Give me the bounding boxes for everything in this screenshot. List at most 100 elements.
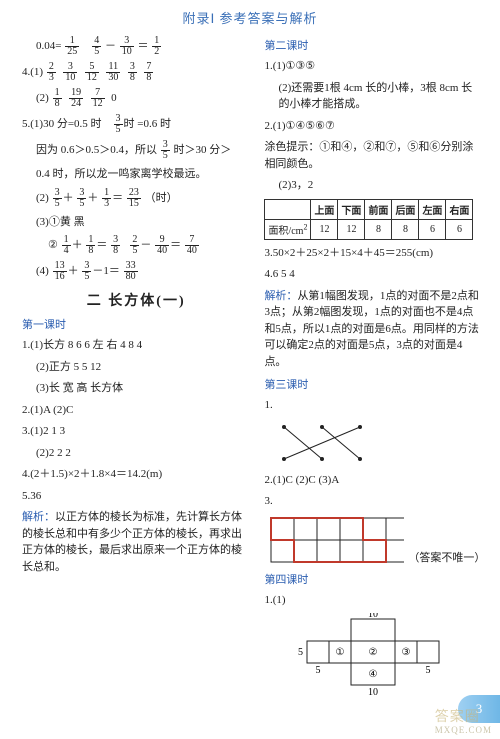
- l2-q2c: (2)3，2: [264, 177, 482, 194]
- frac: 12: [152, 36, 161, 57]
- l2-q1a: 1.(1)①③⑤: [264, 58, 482, 75]
- left-column: 0.04= 125 45 － 310 ＝ 12 4.(1) 23 310 512…: [22, 31, 250, 711]
- dim-top: 10: [368, 613, 378, 620]
- txt: 从第1幅图发现，1点的对面不是2点和3点；从第2幅图发现，1点的对面也不是4点和…: [264, 290, 479, 368]
- l2-q2a: 2.(1)①④⑤⑥⑦: [264, 118, 482, 135]
- l1-q3b: (2)2 2 2: [22, 445, 250, 462]
- frac: 310: [63, 62, 77, 83]
- cell: 6: [419, 219, 446, 239]
- txt: 5.(1)30 分=0.5 时: [22, 118, 102, 130]
- frac: 1924: [69, 88, 83, 109]
- dim-5a: 5: [316, 665, 321, 676]
- wm-sub: MXQE.COM: [435, 726, 492, 735]
- q4-1: 4.(1) 23 310 512 1130 38 78: [22, 62, 250, 83]
- l1-q5-expl: 解析：以正方体的棱长为标准，先计算长方体的棱长总和中有多少个正方体的棱长，再求出…: [22, 509, 250, 575]
- cell: 12: [311, 219, 338, 239]
- q5-3: (3)①黄 黑: [22, 214, 250, 231]
- cell-2: ②: [369, 647, 378, 658]
- th-bottom: 下面: [338, 199, 365, 219]
- txt: （时）: [145, 192, 178, 204]
- txt: =0.6 时: [137, 118, 171, 130]
- frac: 35: [53, 188, 62, 209]
- cell-4: ④: [369, 669, 378, 680]
- frac: 13: [102, 188, 111, 209]
- frac: 35: [161, 140, 170, 161]
- l3-q1: 1.: [264, 397, 482, 414]
- l1-q2: 2.(1)A (2)C: [22, 402, 250, 419]
- watermark: 答案圈 MXQE.COM: [435, 706, 492, 735]
- l1-q5: 5.36: [22, 488, 250, 505]
- frac: 940: [155, 235, 169, 256]
- grid-note: （答案不唯一）: [408, 549, 482, 565]
- l1-q1-3: (3)长 宽 高 长方体: [22, 380, 250, 397]
- unfold-diagram: 10 5 ① ② ③ 5 5 ④ 10: [293, 613, 453, 709]
- frac: 2315: [127, 188, 141, 209]
- l2-q4-expl: 解析：从第1幅图发现，1点的对面不是2点和3点；从第2幅图发现，1点的对面也不是…: [264, 288, 482, 371]
- cell-1: ①: [336, 647, 345, 658]
- frac: 1316: [53, 261, 67, 282]
- txt: 时＞30 分＞: [174, 144, 232, 156]
- q5-4: (4) 1316＋ 35－1＝ 3380: [22, 261, 250, 282]
- l2-q3: 3.50×2＋25×2＋15×4＋45＝255(cm): [264, 245, 482, 262]
- page-header: 附录Ⅰ 参考答案与解析: [0, 0, 500, 31]
- frac: 18: [53, 88, 62, 109]
- frac: 18: [86, 235, 95, 256]
- cell: 6: [446, 219, 473, 239]
- q5-reason: 因为 0.6＞0.5＞0.4，所以 35 时＞30 分＞: [22, 140, 250, 161]
- th-back: 后面: [392, 199, 419, 219]
- l2-q1b: (2)还需要1根 4cm 长的小棒，3根 8cm 长的小棒才能搭成。: [264, 80, 482, 113]
- lesson3-heading: 第三课时: [264, 376, 482, 392]
- l2-q2b: 涂色提示：①和④，②和⑦，⑤和⑥分别涂相同颜色。: [264, 139, 482, 172]
- frac: 125: [65, 36, 79, 57]
- q5-1: 5.(1)30 分=0.5 时 35时 =0.6 时: [22, 114, 250, 135]
- q5-2: (2) 35＋ 35＋ 13＝ 2315 （时）: [22, 188, 250, 209]
- frac: 45: [92, 36, 101, 57]
- frac: 38: [111, 235, 120, 256]
- frac: 35: [77, 188, 86, 209]
- content-columns: 0.04= 125 45 － 310 ＝ 12 4.(1) 23 310 512…: [0, 31, 500, 711]
- txt: 4.(1): [22, 66, 43, 78]
- cell: 8: [365, 219, 392, 239]
- grid-diagram: [270, 517, 404, 563]
- explanation-label: 解析：: [22, 511, 55, 523]
- dim-bottom: 10: [368, 687, 378, 698]
- frac: 1130: [106, 62, 120, 83]
- frac: 78: [144, 62, 153, 83]
- cell: 8: [392, 219, 419, 239]
- th-blank: [265, 199, 311, 219]
- cell: 12: [338, 219, 365, 239]
- lesson4-heading: 第四课时: [264, 571, 482, 587]
- th-front: 前面: [365, 199, 392, 219]
- matching-diagram: [272, 419, 372, 467]
- txt: 以正方体的棱长为标准，先计算长方体的棱长总和中有多少个正方体的棱长，再求出正方体…: [22, 511, 242, 573]
- txt: 因为 0.6＞0.5＞0.4，所以: [36, 144, 157, 156]
- th-right: 右面: [446, 199, 473, 219]
- l1-q1-2: (2)正方 5 5 12: [22, 359, 250, 376]
- frac: 310: [120, 36, 134, 57]
- face-area-table: 上面 下面 前面 后面 左面 右面 面积/cm2 12 12 8 8 6 6: [264, 199, 473, 240]
- frac: 3380: [124, 261, 138, 282]
- frac: 38: [128, 62, 137, 83]
- l1-q4: 4.(2＋1.5)×2＋1.8×4＝14.2(m): [22, 466, 250, 483]
- frac: 25: [130, 235, 139, 256]
- right-column: 第二课时 1.(1)①③⑤ (2)还需要1根 4cm 长的小棒，3根 8cm 长…: [264, 31, 482, 711]
- frac: 712: [91, 88, 105, 109]
- lesson1-heading: 第一课时: [22, 316, 250, 332]
- q5-3b: ② 14＋ 18＝ 38 25－ 940＝ 740: [22, 235, 250, 256]
- row-label: 面积/cm2: [265, 219, 311, 239]
- txt: 0.04=: [36, 40, 61, 52]
- section-title: 二 长方体(一): [22, 290, 250, 310]
- frac: 35: [82, 261, 91, 282]
- frac: 35: [114, 114, 123, 135]
- frac: 14: [62, 235, 71, 256]
- q5-reason2: 0.4 时，所以龙一鸣家离学校最远。: [22, 166, 250, 183]
- txt: ②: [48, 239, 58, 251]
- lesson2-heading: 第二课时: [264, 37, 482, 53]
- txt: (4): [36, 265, 49, 277]
- txt: 面积/cm: [268, 226, 303, 237]
- explanation-label: 解析：: [264, 290, 297, 302]
- frac: 512: [85, 62, 99, 83]
- l2-q4: 4.6 5 4: [264, 266, 482, 283]
- frac: 740: [185, 235, 199, 256]
- wm-main: 答案圈: [435, 710, 480, 725]
